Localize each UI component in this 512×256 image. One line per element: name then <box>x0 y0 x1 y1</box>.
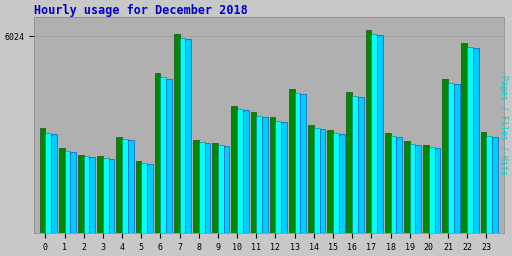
Text: Hourly usage for December 2018: Hourly usage for December 2018 <box>34 4 248 17</box>
Bar <box>333 133 339 233</box>
Bar <box>371 34 377 233</box>
Bar <box>481 132 486 233</box>
Bar <box>65 151 70 233</box>
Bar <box>301 94 306 233</box>
Bar <box>185 39 191 233</box>
Bar <box>473 48 479 233</box>
Bar <box>141 163 147 233</box>
Bar <box>327 130 333 233</box>
Bar <box>39 129 46 233</box>
Bar <box>122 139 128 233</box>
Bar <box>51 134 57 233</box>
Bar <box>199 142 204 233</box>
Bar <box>391 136 396 233</box>
Bar <box>404 142 410 233</box>
Bar <box>289 89 295 233</box>
Bar <box>281 122 287 233</box>
Bar <box>218 145 224 233</box>
Bar <box>193 140 199 233</box>
Bar <box>435 148 440 233</box>
Bar <box>467 47 473 233</box>
Bar <box>385 133 391 233</box>
Bar <box>147 164 153 233</box>
Bar <box>224 146 229 233</box>
Bar <box>243 110 249 233</box>
Bar <box>396 137 402 233</box>
Bar <box>454 84 460 233</box>
Bar <box>415 145 421 233</box>
Bar <box>319 129 325 233</box>
Bar <box>314 128 319 233</box>
Bar <box>204 143 210 233</box>
Bar <box>97 156 103 233</box>
Bar <box>308 125 314 233</box>
Bar <box>486 136 492 233</box>
Bar <box>155 73 160 233</box>
Bar <box>70 152 76 233</box>
Bar <box>275 121 281 233</box>
Bar <box>377 36 383 233</box>
Bar <box>136 161 141 233</box>
Bar <box>492 137 498 233</box>
Bar <box>166 79 172 233</box>
Bar <box>257 116 262 233</box>
Bar <box>461 43 467 233</box>
Bar <box>231 105 237 233</box>
Bar <box>84 156 90 233</box>
Bar <box>128 140 134 233</box>
Bar <box>180 38 185 233</box>
Bar <box>90 157 95 233</box>
Bar <box>46 133 51 233</box>
Bar <box>347 92 352 233</box>
Bar <box>358 97 364 233</box>
Bar <box>174 34 180 233</box>
Bar <box>270 117 275 233</box>
Bar <box>78 155 84 233</box>
Y-axis label: Pages / Files / Hits: Pages / Files / Hits <box>499 75 508 175</box>
Bar <box>212 143 218 233</box>
Bar <box>339 134 345 233</box>
Bar <box>448 83 454 233</box>
Bar <box>59 148 65 233</box>
Bar <box>442 79 448 233</box>
Bar <box>410 144 415 233</box>
Bar <box>103 158 109 233</box>
Bar <box>295 93 301 233</box>
Bar <box>423 145 429 233</box>
Bar <box>109 158 114 233</box>
Bar <box>237 109 243 233</box>
Bar <box>352 96 358 233</box>
Bar <box>160 77 166 233</box>
Bar <box>116 137 122 233</box>
Bar <box>366 30 371 233</box>
Bar <box>250 112 257 233</box>
Bar <box>429 147 435 233</box>
Bar <box>262 117 268 233</box>
